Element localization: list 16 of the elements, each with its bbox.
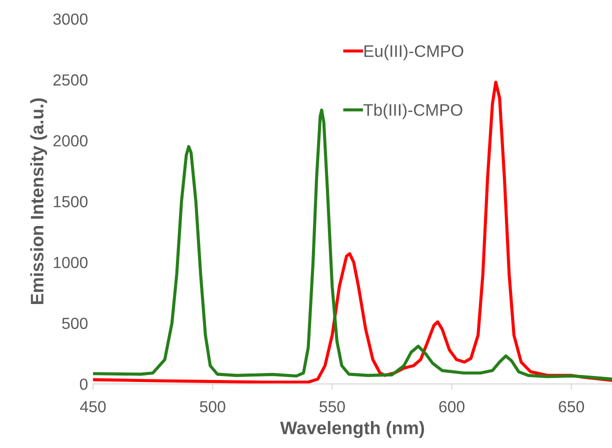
x-tick-label: 650	[558, 401, 584, 412]
y-tick-label: 2500	[53, 74, 88, 86]
y-tick-label: 0	[80, 378, 88, 390]
x-tick-label: 450	[80, 401, 106, 412]
y-tick-label: 1000	[54, 256, 88, 268]
x-tick-label: 550	[320, 401, 345, 412]
y-tick-label: 2000	[53, 135, 88, 146]
y-tick-label: 3000	[53, 13, 88, 25]
x-tick-label: 500	[200, 401, 226, 412]
y-tick-label: 500	[62, 318, 88, 330]
x-tick-label: 600	[439, 401, 464, 412]
y-tick-label: 1500	[54, 196, 88, 208]
y-axis-title: Emission Intensity (a.u.)	[30, 98, 48, 304]
x-axis-title: Wavelength (nm)	[280, 421, 424, 438]
legend-label: Tb(III)-CMPO	[363, 104, 462, 120]
legend-label: Eu(III)-CMPO	[364, 44, 464, 60]
